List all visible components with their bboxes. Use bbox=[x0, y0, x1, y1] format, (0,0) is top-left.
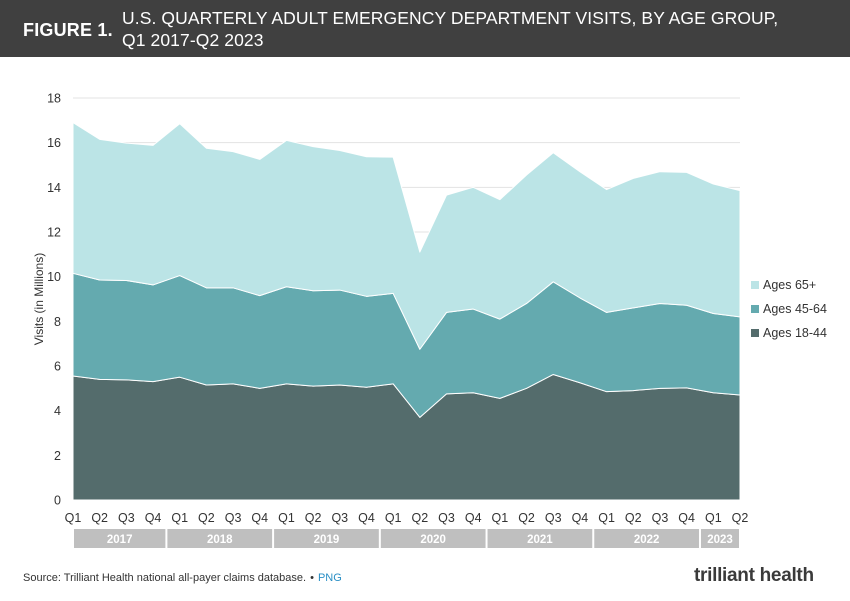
x-tick-label-22: Q3 bbox=[652, 511, 669, 525]
png-download-link[interactable]: PNG bbox=[317, 572, 342, 584]
y-tick-label-18: 18 bbox=[47, 92, 61, 106]
legend: Ages 65+ Ages 45-64 Ages 18-44 bbox=[751, 278, 827, 340]
separator-dot: • bbox=[310, 572, 314, 584]
year-band-2017 bbox=[74, 529, 166, 548]
trilliant-health-logo: trilliant health bbox=[694, 565, 814, 586]
x-tick-label-21: Q2 bbox=[625, 511, 642, 525]
x-tick-label-6: Q3 bbox=[225, 511, 242, 525]
legend-label-ages-18-44: Ages 18-44 bbox=[763, 326, 827, 340]
y-tick-label-10: 10 bbox=[47, 270, 61, 284]
x-tick-label-13: Q2 bbox=[411, 511, 428, 525]
x-tick-label-5: Q2 bbox=[198, 511, 215, 525]
year-label-2023: 2023 bbox=[707, 534, 733, 546]
x-tick-label-15: Q4 bbox=[465, 511, 482, 525]
year-band-2022 bbox=[594, 529, 699, 548]
source-text: Source: Trilliant Health national all-pa… bbox=[23, 572, 307, 584]
year-label-2017: 2017 bbox=[107, 534, 133, 546]
figure-title-line2: Q1 2017-Q2 2023 bbox=[122, 30, 264, 50]
y-tick-label-8: 8 bbox=[54, 315, 61, 329]
y-tick-label-12: 12 bbox=[47, 226, 61, 240]
figure-header: FIGURE 1. U.S. QUARTERLY ADULT EMERGENCY… bbox=[0, 0, 850, 57]
x-tick-label-23: Q4 bbox=[678, 511, 695, 525]
year-label-2022: 2022 bbox=[634, 534, 660, 546]
x-tick-label-17: Q2 bbox=[518, 511, 535, 525]
x-tick-label-14: Q3 bbox=[438, 511, 455, 525]
area-ages-65 bbox=[72, 122, 741, 350]
y-tick-label-0: 0 bbox=[54, 494, 61, 508]
legend-swatch-ages-45-64 bbox=[751, 305, 759, 313]
x-tick-label-10: Q3 bbox=[331, 511, 348, 525]
year-bands: 2017 2018 2019 2020 2021 2022 2023 bbox=[74, 529, 739, 548]
x-tick-labels: Q1 Q2 Q3 Q4 Q1 Q2 Q3 Q4 Q1 Q2 Q3 Q4 Q1 Q2 Q3 Q4 Q1 Q2 Q3 Q4… bbox=[65, 511, 749, 525]
source-note: Source: Trilliant Health national all-pa… bbox=[23, 572, 342, 584]
year-band-2019 bbox=[274, 529, 379, 548]
year-label-2021: 2021 bbox=[527, 534, 553, 546]
x-tick-label-12: Q1 bbox=[385, 511, 402, 525]
y-tick-label-2: 2 bbox=[54, 449, 61, 463]
axes: Visits (in Millions) bbox=[32, 253, 46, 345]
figure-title-line1: U.S. QUARTERLY ADULT EMERGENCY DEPARTMEN… bbox=[122, 8, 779, 28]
x-tick-label-0: Q1 bbox=[65, 511, 82, 525]
y-axis-label: Visits (in Millions) bbox=[32, 253, 46, 345]
x-tick-label-18: Q3 bbox=[545, 511, 562, 525]
year-label-2020: 2020 bbox=[420, 534, 446, 546]
y-tick-label-6: 6 bbox=[54, 360, 61, 374]
figure-label: FIGURE 1. bbox=[23, 20, 113, 40]
x-tick-label-19: Q4 bbox=[572, 511, 589, 525]
y-tick-label-4: 4 bbox=[54, 404, 61, 418]
legend-label-ages-65: Ages 65+ bbox=[763, 278, 816, 292]
x-tick-label-16: Q1 bbox=[492, 511, 509, 525]
figure-title: U.S. QUARTERLY ADULT EMERGENCY DEPARTMEN… bbox=[122, 7, 822, 51]
x-tick-label-9: Q2 bbox=[305, 511, 322, 525]
year-band-2023 bbox=[700, 529, 739, 548]
x-tick-label-11: Q4 bbox=[358, 511, 375, 525]
area-series bbox=[72, 122, 741, 501]
year-band-2021 bbox=[487, 529, 593, 548]
year-band-2018 bbox=[167, 529, 273, 548]
legend-swatch-ages-18-44 bbox=[751, 329, 759, 337]
x-tick-label-25: Q2 bbox=[732, 511, 749, 525]
x-tick-label-3: Q4 bbox=[145, 511, 162, 525]
x-tick-label-4: Q1 bbox=[171, 511, 188, 525]
x-tick-label-1: Q2 bbox=[91, 511, 108, 525]
x-tick-label-7: Q4 bbox=[251, 511, 268, 525]
x-tick-label-20: Q1 bbox=[598, 511, 615, 525]
x-tick-label-2: Q3 bbox=[118, 511, 135, 525]
year-band-2020 bbox=[380, 529, 486, 548]
y-tick-label-14: 14 bbox=[47, 181, 61, 195]
x-tick-label-8: Q1 bbox=[278, 511, 295, 525]
year-label-2018: 2018 bbox=[207, 534, 233, 546]
legend-label-ages-45-64: Ages 45-64 bbox=[763, 302, 827, 316]
x-tick-label-24: Q1 bbox=[705, 511, 722, 525]
y-tick-label-16: 16 bbox=[47, 136, 61, 150]
year-label-2019: 2019 bbox=[314, 534, 340, 546]
legend-swatch-ages-65 bbox=[751, 281, 759, 289]
